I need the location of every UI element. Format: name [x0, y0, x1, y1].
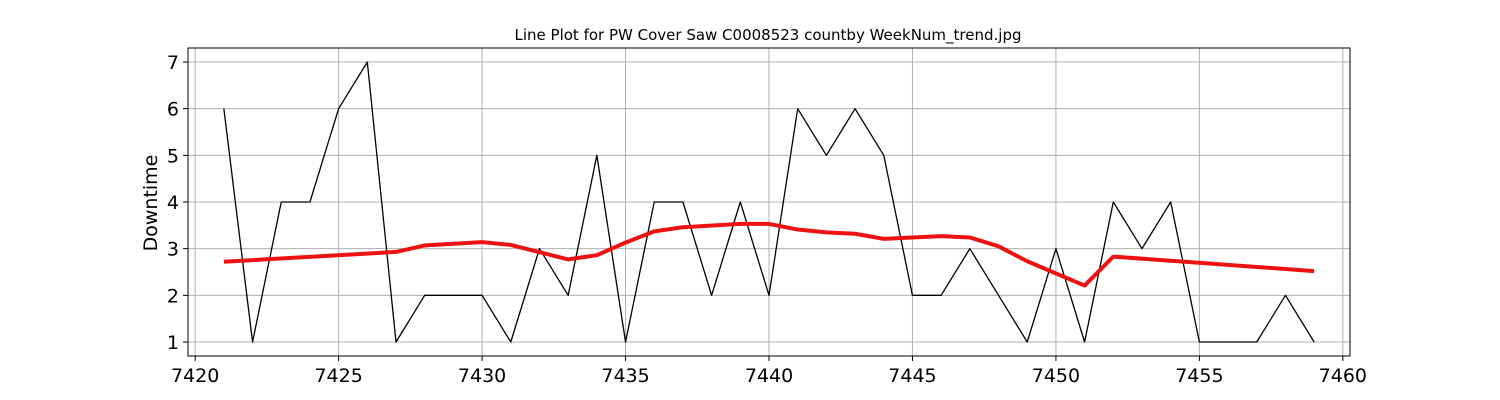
y-tick-label: 7	[167, 52, 179, 74]
x-tick-label: 7425	[314, 365, 362, 387]
series-line-trend	[223, 221, 1315, 288]
y-axis-label: Downtime	[140, 155, 162, 252]
x-tick-label: 7440	[745, 365, 793, 387]
y-tick-label: 4	[167, 192, 179, 214]
y-tick-label: 3	[167, 239, 179, 261]
x-tick-label: 7420	[171, 365, 219, 387]
series-line-downtime	[223, 61, 1315, 343]
x-tick-label: 7445	[888, 365, 936, 387]
x-tick-label: 7430	[458, 365, 506, 387]
series-layer	[223, 61, 1315, 343]
y-tick-label: 2	[167, 285, 179, 307]
grid-lines	[188, 48, 1350, 356]
y-tick-label: 1	[167, 332, 179, 354]
y-tick-label: 6	[167, 99, 179, 121]
x-tick-label: 7435	[601, 365, 649, 387]
x-tick-label: 7455	[1175, 365, 1223, 387]
x-tick-label: 7460	[1319, 365, 1367, 387]
y-tick-label: 5	[167, 145, 179, 167]
x-tick-label: 7450	[1032, 365, 1080, 387]
axis-ticks: 7420 7425 7430 7435 7440 7445 7450 7455 7460 1 2 3 4…	[167, 52, 1367, 387]
chart-title: Line Plot for PW Cover Saw C0008523 coun…	[515, 26, 1022, 45]
